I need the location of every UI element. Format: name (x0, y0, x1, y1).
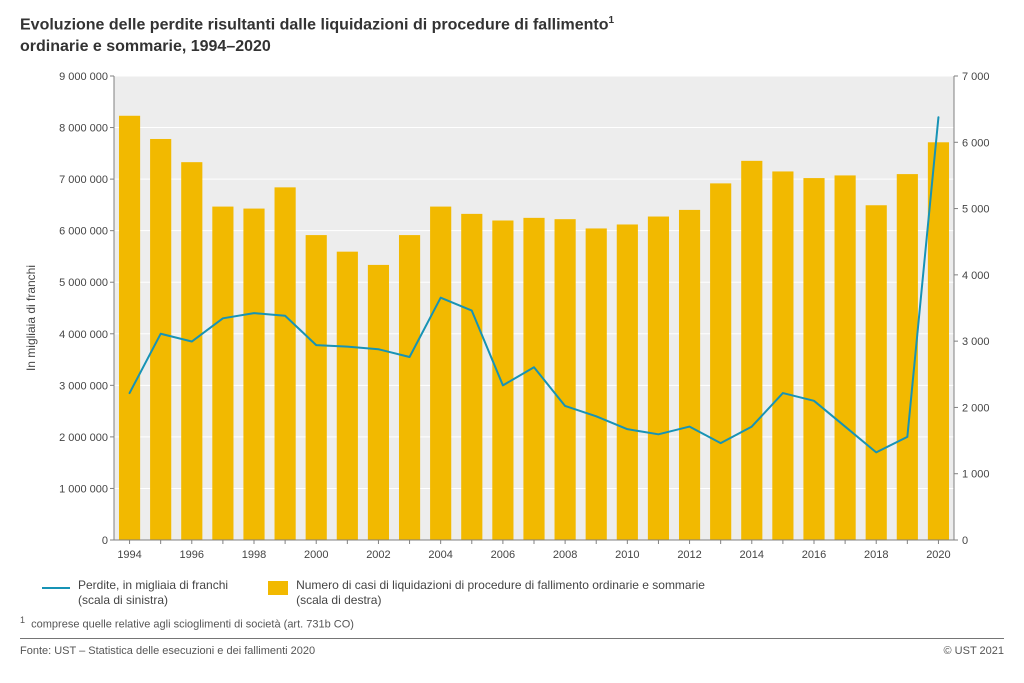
svg-text:9 000 000: 9 000 000 (59, 71, 108, 83)
svg-text:1 000: 1 000 (962, 468, 990, 480)
svg-text:5 000 000: 5 000 000 (59, 277, 108, 289)
source-text: Fonte: UST – Statistica delle esecuzioni… (20, 645, 315, 657)
svg-text:4 000 000: 4 000 000 (59, 328, 108, 340)
svg-text:2020: 2020 (926, 549, 950, 561)
chart-title: Evoluzione delle perdite risultanti dall… (20, 14, 1004, 58)
svg-text:4 000: 4 000 (962, 269, 990, 281)
svg-text:2 000: 2 000 (962, 402, 990, 414)
svg-text:2018: 2018 (864, 549, 888, 561)
svg-text:2004: 2004 (428, 549, 452, 561)
svg-text:7 000: 7 000 (962, 71, 990, 83)
svg-text:3 000 000: 3 000 000 (59, 380, 108, 392)
svg-text:7 000 000: 7 000 000 (59, 174, 108, 186)
legend-item-line: Perdite, in migliaia di franchi(scala di… (42, 578, 228, 609)
y-axis-left-label: In migliaia di franchi (24, 264, 38, 370)
legend-line-swatch (42, 581, 70, 595)
legend-item-bar: Numero di casi di liquidazioni di proced… (268, 578, 705, 609)
svg-text:0: 0 (102, 535, 108, 547)
svg-text:2010: 2010 (615, 549, 639, 561)
title-footnote-marker: 1 (609, 15, 615, 26)
svg-text:2002: 2002 (366, 549, 390, 561)
svg-text:2006: 2006 (491, 549, 515, 561)
legend: Perdite, in migliaia di franchi(scala di… (42, 578, 1004, 609)
svg-text:1994: 1994 (117, 549, 141, 561)
svg-text:6 000 000: 6 000 000 (59, 225, 108, 237)
legend-bar-label: Numero di casi di liquidazioni di proced… (296, 578, 705, 609)
svg-text:2 000 000: 2 000 000 (59, 431, 108, 443)
svg-text:1998: 1998 (242, 549, 266, 561)
separator (20, 638, 1004, 639)
footnote-marker: 1 (20, 615, 25, 625)
svg-text:3 000: 3 000 (962, 336, 990, 348)
svg-text:2012: 2012 (677, 549, 701, 561)
svg-text:5 000: 5 000 (962, 203, 990, 215)
svg-text:2016: 2016 (802, 549, 826, 561)
legend-bar-swatch (268, 581, 288, 595)
svg-text:8 000 000: 8 000 000 (59, 122, 108, 134)
copyright-text: © UST 2021 (944, 645, 1005, 657)
title-line1: Evoluzione delle perdite risultanti dall… (20, 16, 609, 33)
title-line2: ordinarie e sommarie, 1994–2020 (20, 38, 271, 55)
svg-text:1 000 000: 1 000 000 (59, 483, 108, 495)
footnote: 1 comprese quelle relative agli scioglim… (20, 615, 1004, 631)
svg-text:6 000: 6 000 (962, 137, 990, 149)
footnote-text: comprese quelle relative agli scioglimen… (31, 618, 354, 630)
svg-text:0: 0 (962, 535, 968, 547)
svg-text:2014: 2014 (740, 549, 764, 561)
combo-chart: 0 1 000 000 2 000 000 3 000 000 4 000 000 5 0… (42, 68, 1004, 568)
svg-text:2008: 2008 (553, 549, 577, 561)
legend-line-label: Perdite, in migliaia di franchi(scala di… (78, 578, 228, 609)
svg-text:2000: 2000 (304, 549, 328, 561)
svg-text:1996: 1996 (180, 549, 204, 561)
